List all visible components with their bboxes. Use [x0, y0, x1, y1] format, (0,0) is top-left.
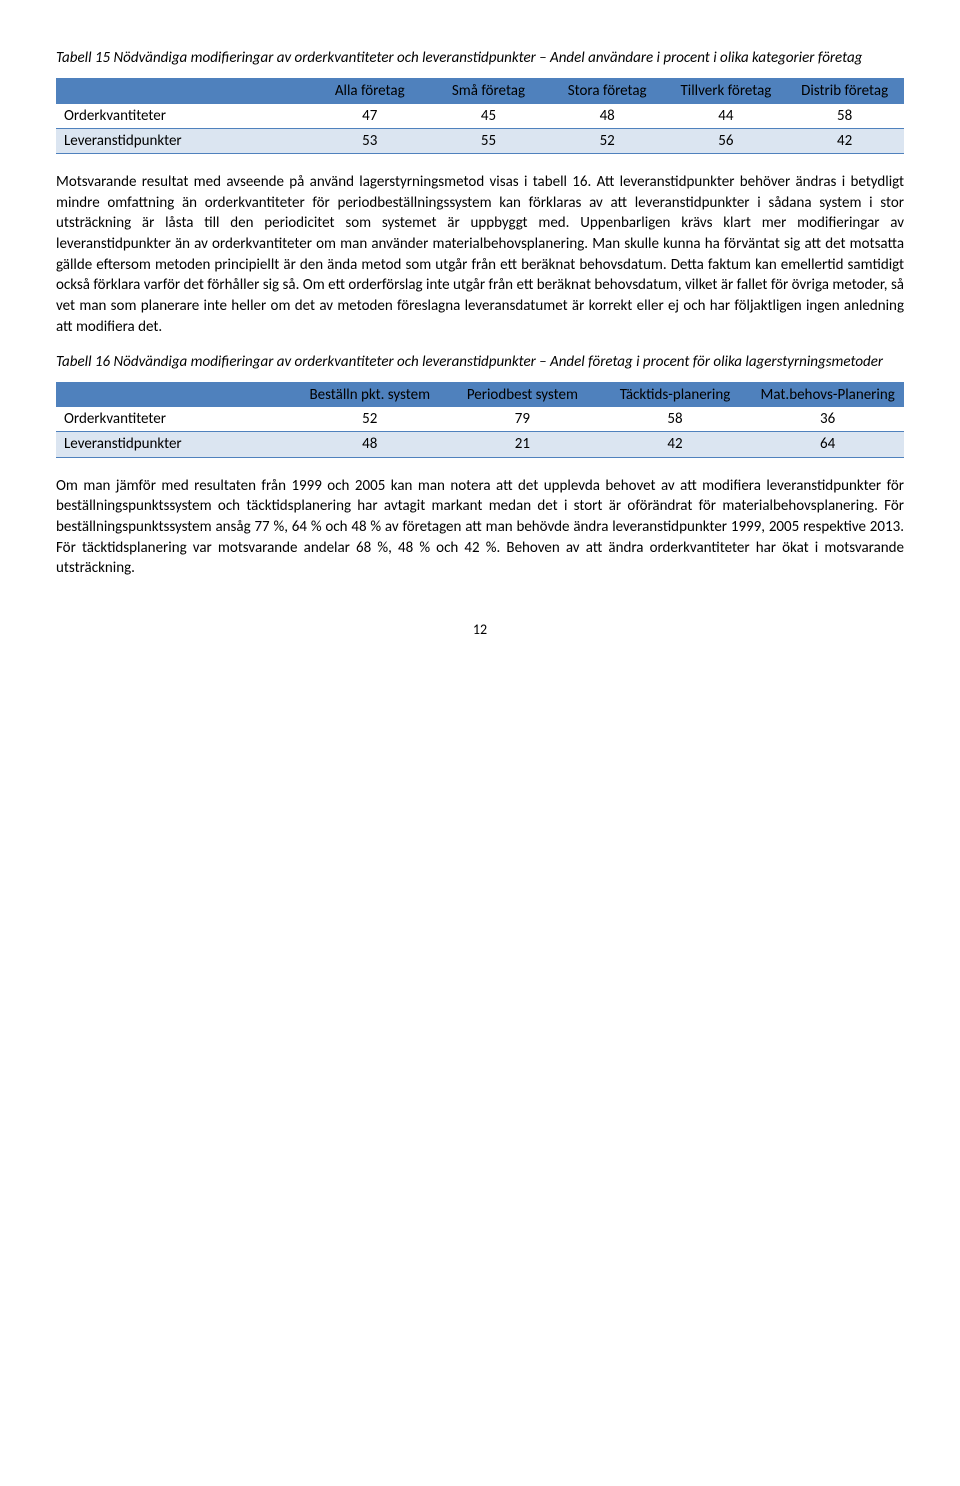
table-15-r1-v5: 58 [785, 104, 904, 129]
table-15-r2-v1: 53 [310, 128, 429, 153]
table-16-r1-label: Orderkvantiteter [56, 407, 293, 432]
table-15-r2-v4: 56 [667, 128, 786, 153]
table-16-r1-v2: 79 [446, 407, 599, 432]
table-row: Leveranstidpunkter 48 21 42 64 [56, 432, 904, 457]
table-15-header-c3: Stora företag [548, 79, 667, 104]
table-16-header-c4: Mat.behovs-Planering [751, 382, 904, 407]
table-16-header-c2: Periodbest system [446, 382, 599, 407]
table-15-header-c5: Distrib företag [785, 79, 904, 104]
page-number: 12 [56, 621, 904, 640]
table-16-r1-v3: 58 [599, 407, 752, 432]
table-15-r1-label: Orderkvantiteter [56, 104, 310, 129]
table-15-r1-v3: 48 [548, 104, 667, 129]
table-16-r1-v1: 52 [293, 407, 446, 432]
paragraph-2: Om man jämför med resultaten från 1999 o… [56, 476, 904, 579]
table-15-header-c4: Tillverk företag [667, 79, 786, 104]
table-15-r2-label: Leveranstidpunkter [56, 128, 310, 153]
table-15-caption: Tabell 15 Nödvändiga modifieringar av or… [56, 48, 904, 68]
table-row: Orderkvantiteter 47 45 48 44 58 [56, 104, 904, 129]
table-15-r1-v4: 44 [667, 104, 786, 129]
table-15-r2-v5: 42 [785, 128, 904, 153]
table-16-header-blank [56, 382, 293, 407]
table-16-header-c1: Beställn pkt. system [293, 382, 446, 407]
table-16-r2-label: Leveranstidpunkter [56, 432, 293, 457]
table-16-r2-v2: 21 [446, 432, 599, 457]
table-row: Orderkvantiteter 52 79 58 36 [56, 407, 904, 432]
table-row: Leveranstidpunkter 53 55 52 56 42 [56, 128, 904, 153]
table-16-caption: Tabell 16 Nödvändiga modifieringar av or… [56, 352, 904, 372]
table-16-r1-v4: 36 [751, 407, 904, 432]
table-16-r2-v4: 64 [751, 432, 904, 457]
table-16-r2-v1: 48 [293, 432, 446, 457]
table-15-header-blank [56, 79, 310, 104]
table-16-r2-v3: 42 [599, 432, 752, 457]
table-15-header-c1: Alla företag [310, 79, 429, 104]
table-15-r1-v1: 47 [310, 104, 429, 129]
table-15-r2-v2: 55 [429, 128, 548, 153]
table-15-header-c2: Små företag [429, 79, 548, 104]
table-16-header-c3: Täcktids-planering [599, 382, 752, 407]
paragraph-1: Motsvarande resultat med avseende på anv… [56, 172, 904, 338]
table-15: Alla företag Små företag Stora företag T… [56, 78, 904, 154]
table-16: Beställn pkt. system Periodbest system T… [56, 382, 904, 458]
table-15-r1-v2: 45 [429, 104, 548, 129]
table-15-r2-v3: 52 [548, 128, 667, 153]
